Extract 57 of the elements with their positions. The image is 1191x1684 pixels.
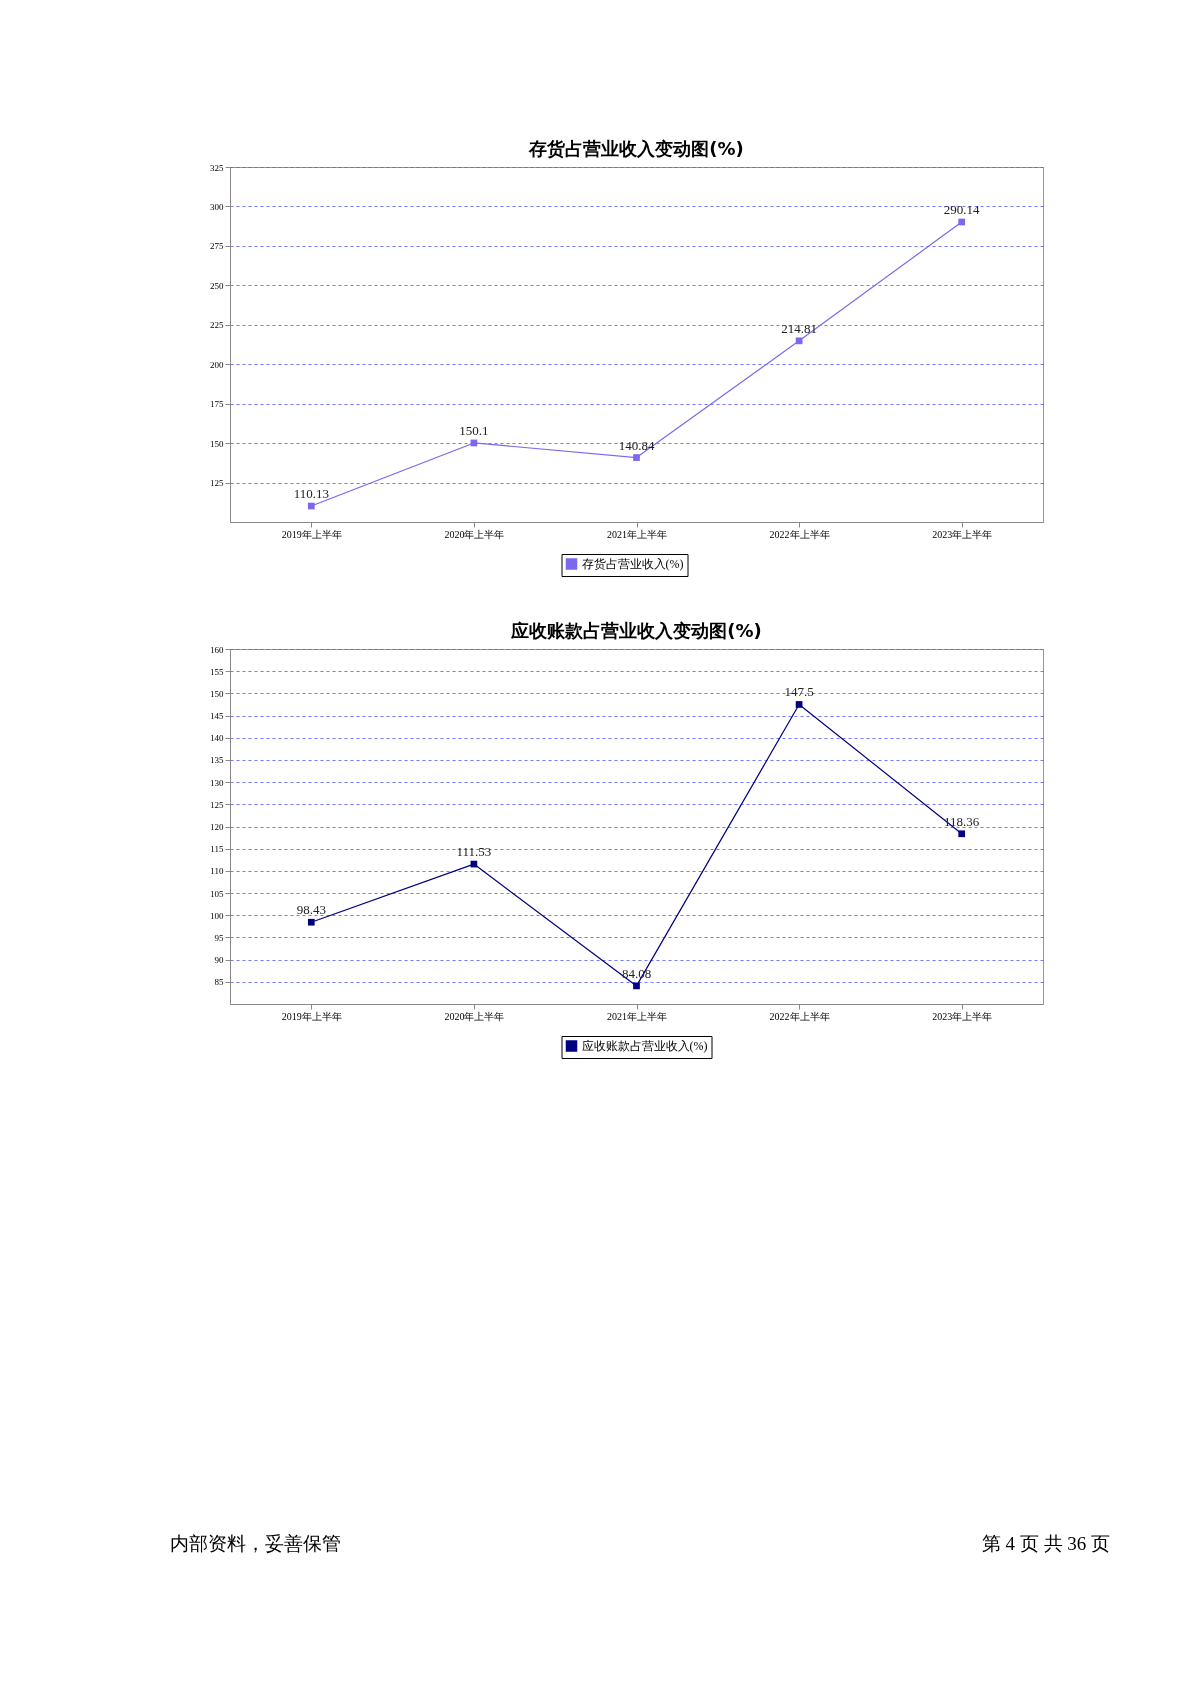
y-tick-label: 105 <box>210 888 224 899</box>
y-tick-label: 125 <box>210 799 224 810</box>
y-tick-label: 95 <box>214 932 224 943</box>
data-label: 110.13 <box>293 486 329 502</box>
y-tick-label: 100 <box>210 910 224 921</box>
point <box>958 218 966 226</box>
y-tick-label: 325 <box>210 162 224 173</box>
data-label: 290.14 <box>943 202 981 217</box>
data-label: 140.84 <box>618 437 655 453</box>
chart-title: 应收账款占营业收入变动图(%) <box>510 620 762 641</box>
y-tick-label: 160 <box>210 644 224 655</box>
y-tick-label: 140 <box>210 733 224 744</box>
data-label: 147.5 <box>784 684 814 700</box>
y-tick-label: 90 <box>214 955 224 966</box>
x-tick-label: 2020年上半年 <box>444 1010 505 1022</box>
text: 内部资料，妥善保管 <box>170 1533 341 1554</box>
y-tick-label: 175 <box>210 399 224 410</box>
text: 第 4 页 共 36 页 <box>981 1533 1110 1554</box>
data-label: 111.53 <box>456 844 492 860</box>
data-label: 214.81 <box>781 320 817 336</box>
point <box>307 502 315 510</box>
y-tick-label: 150 <box>210 688 224 699</box>
y-tick-label: 275 <box>210 241 224 252</box>
x-tick-label: 2020年上半年 <box>444 528 505 540</box>
data-label: 118.36 <box>944 813 980 829</box>
point <box>795 701 803 708</box>
legend-label: 应收账款占营业收入(%) <box>581 1039 708 1053</box>
x-tick-label: 2019年上半年 <box>281 1010 342 1022</box>
x-tick-label: 2021年上半年 <box>607 1010 667 1022</box>
x-tick-label: 2021年上半年 <box>607 528 667 540</box>
data-label: 150.1 <box>459 422 489 438</box>
x-tick-label: 2022年上半年 <box>769 528 830 540</box>
x-tick-label: 2022年上半年 <box>769 1010 830 1022</box>
y-tick-label: 145 <box>210 711 224 722</box>
y-tick-label: 130 <box>210 777 224 788</box>
x-tick-label: 2023年上半年 <box>932 1010 993 1022</box>
y-tick-label: 200 <box>210 359 224 370</box>
y-tick-label: 85 <box>214 977 224 988</box>
y-tick-label: 150 <box>210 438 224 449</box>
x-tick-label: 2023年上半年 <box>932 528 993 540</box>
x-tick-label: 2019年上半年 <box>281 528 342 540</box>
y-tick-label: 125 <box>210 478 224 489</box>
y-tick-label: 250 <box>210 280 224 291</box>
chart-title: 存货占营业收入变动图(%) <box>528 138 744 159</box>
point <box>958 830 966 838</box>
y-tick-label: 155 <box>210 666 224 677</box>
y-tick-label: 225 <box>210 320 224 331</box>
y-tick-label: 300 <box>210 201 224 212</box>
point <box>307 918 315 926</box>
y-tick-label: 110 <box>210 866 224 877</box>
y-tick-label: 115 <box>210 844 224 855</box>
point <box>633 454 640 461</box>
data-label: 98.43 <box>296 902 326 918</box>
legend-label: 存货占营业收入(%) <box>581 557 684 571</box>
y-tick-label: 135 <box>210 755 224 766</box>
point <box>633 982 640 990</box>
y-tick-label: 120 <box>210 822 224 832</box>
